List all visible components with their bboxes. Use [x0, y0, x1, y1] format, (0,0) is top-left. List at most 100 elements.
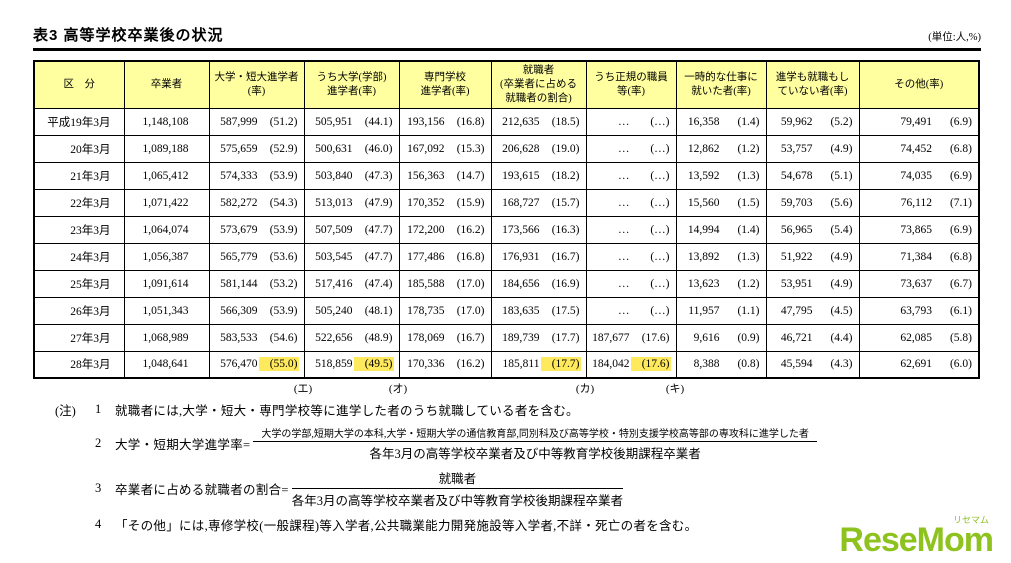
table-row: 21年3月 1,065,412 574,333 (53.9) 503,840 (47.3)…: [33, 161, 980, 190]
table-row: 28年3月 1,048,641 576,470 (55.0) 518,859 (49.5)…: [33, 350, 980, 379]
data-cell: 522,656 (48.9): [303, 323, 400, 352]
cell-value: 575,659: [220, 142, 258, 155]
data-cell: 47,795 (4.5): [765, 296, 860, 325]
cell-rate: (16.2): [456, 223, 485, 236]
cell-rate: (5.2): [830, 115, 853, 128]
cell-value: 1,071,422: [142, 196, 189, 209]
cell-value: 76,112: [900, 196, 932, 209]
column-marker: (カ): [575, 383, 595, 395]
notes: (注) 1 就職者には,大学・短大・専門学校等に進学した者のうち就職している者を…: [55, 400, 1011, 534]
cell-rate: (…): [650, 250, 670, 263]
cell-value: 12,862: [687, 142, 720, 155]
row-label: 27年3月: [33, 323, 125, 352]
cell-value: 74,035: [900, 169, 932, 182]
data-cell: 1,056,387: [123, 242, 210, 271]
data-cell: 167,092 (15.3): [398, 134, 492, 163]
data-cell: 503,545 (47.7): [303, 242, 400, 271]
cell-value: 170,352: [407, 196, 445, 209]
data-cell: 79,491 (6.9): [858, 107, 980, 136]
data-cell: 14,994 (1.4): [675, 215, 767, 244]
cell-rate: (4.9): [830, 142, 853, 155]
data-cell: 1,071,422: [123, 188, 210, 217]
cell-value: 1,068,989: [142, 331, 189, 344]
cell-value: 1,148,108: [142, 115, 189, 128]
cell-value: 51,922: [780, 250, 813, 263]
cell-value: 1,091,614: [142, 277, 189, 290]
cell-value: 184,042: [592, 358, 630, 371]
cell-value: 46,721: [780, 331, 813, 344]
cell-value: 503,840: [315, 169, 353, 182]
cell-rate: (0.9): [737, 331, 760, 344]
cell-value: 566,309: [220, 304, 258, 317]
data-cell: 11,957 (1.1): [675, 296, 767, 325]
cell-value: 573,679: [220, 223, 258, 236]
cell-rate: (53.6): [269, 250, 298, 263]
header-row: 区 分卒業者 大学・短大進学者 (率) うち大学(学部) 進学者(率) 専門学校 進学…: [33, 60, 980, 109]
cell-value: 63,793: [900, 304, 932, 317]
cell-rate-highlighted: (55.0): [258, 357, 299, 372]
cell-value: 565,779: [220, 250, 258, 263]
resemom-logo: リセマム ReseMom: [839, 513, 994, 557]
cell-rate-highlighted: (17.6): [630, 357, 671, 372]
cell-rate: (48.9): [364, 331, 393, 344]
cell-rate: (46.0): [364, 142, 393, 155]
cell-value: 62,085: [900, 331, 932, 344]
cell-value: 587,999: [220, 115, 258, 128]
cell-value: 185,588: [407, 277, 445, 290]
data-cell: 184,042 (17.6): [585, 350, 677, 379]
cell-value: 1,051,343: [142, 304, 189, 317]
cell-value: 582,272: [220, 196, 258, 209]
cell-rate: (5.1): [830, 169, 853, 182]
data-cell: 156,363 (14.7): [398, 161, 492, 190]
cell-rate: (17.0): [456, 304, 485, 317]
data-cell: 53,951 (4.9): [765, 269, 860, 298]
fraction-denominator: 各年3月の高等学校卒業者及び中等教育学校後期課程卒業者: [369, 447, 701, 461]
cell-rate: (53.9): [269, 304, 298, 317]
cell-value: 574,333: [220, 169, 258, 182]
data-cell: 576,470 (55.0): [208, 350, 305, 379]
cell-value: 45,594: [780, 358, 813, 371]
table-row: 平成19年3月 1,148,108 587,999 (51.2) 505,951 (44.…: [33, 107, 980, 136]
data-cell: 53,757 (4.9): [765, 134, 860, 163]
note-text: 「その他」には,専修学校(一般課程)等入学者,公共職業能力開発施設等入学者,不詳…: [115, 519, 698, 533]
data-cell: 1,068,989: [123, 323, 210, 352]
cell-value: 62,691: [900, 358, 932, 371]
note-lead: 大学・短期大学進学率=: [115, 438, 251, 452]
column-header: 一時的な仕事に 就いた者(率): [675, 60, 767, 109]
note-number: 2: [95, 436, 102, 450]
cell-value: 168,727: [502, 196, 540, 209]
cell-value: 53,951: [780, 277, 813, 290]
data-cell: … (…): [585, 161, 677, 190]
data-cell: 13,892 (1.3): [675, 242, 767, 271]
note-lead: 卒業者に占める就職者の割合=: [115, 483, 289, 497]
table-body: 平成19年3月 1,148,108 587,999 (51.2) 505,951 (44.…: [33, 107, 980, 379]
fraction-numerator: 就職者: [291, 468, 624, 489]
row-label: 28年3月: [33, 350, 125, 379]
data-cell: 566,309 (53.9): [208, 296, 305, 325]
cell-rate: (6.8): [949, 142, 972, 155]
cell-value: …: [618, 304, 630, 317]
cell-rate: (54.3): [269, 196, 298, 209]
data-cell: 170,352 (15.9): [398, 188, 492, 217]
cell-value: …: [618, 250, 630, 263]
data-cell: 206,628 (19.0): [490, 134, 587, 163]
logo-ruby-text: リセマム: [952, 515, 989, 525]
cell-rate: (4.4): [830, 331, 853, 344]
data-cell: 193,156 (16.8): [398, 107, 492, 136]
notes-prefix: (注): [55, 404, 76, 418]
cell-value: 184,656: [502, 277, 540, 290]
note-4: 4 「その他」には,専修学校(一般課程)等入学者,公共職業能力開発施設等入学者,…: [55, 515, 1011, 534]
cell-rate: (16.3): [551, 223, 580, 236]
data-cell: 184,656 (16.9): [490, 269, 587, 298]
column-marker: (エ): [293, 383, 313, 395]
fraction: 大学の学部,短期大学の本科,大学・短期大学の通信教育部,同別科及び高等学校・特別…: [253, 425, 817, 462]
note-number: 3: [95, 481, 102, 495]
cell-rate: (16.9): [551, 277, 580, 290]
data-cell: … (…): [585, 242, 677, 271]
row-label: 20年3月: [33, 134, 125, 163]
row-label: 24年3月: [33, 242, 125, 271]
data-cell: 45,594 (4.3): [765, 350, 860, 379]
cell-value: …: [618, 196, 630, 209]
cell-rate: (16.8): [456, 115, 485, 128]
cell-rate: (17.7): [551, 331, 580, 344]
